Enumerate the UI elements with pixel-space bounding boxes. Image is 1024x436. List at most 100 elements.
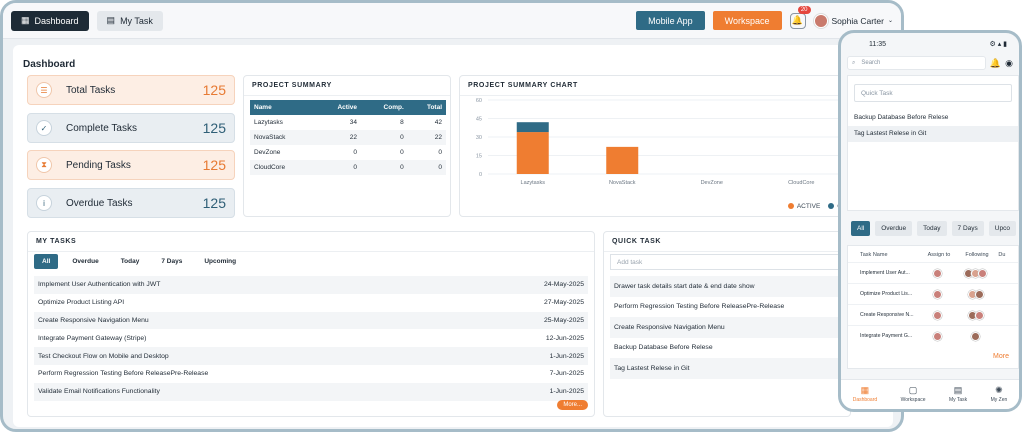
table-row: CloudCore 0 0 0 [250,160,446,175]
filter-all[interactable]: All [34,254,59,269]
folder-icon: ▢ [908,385,918,395]
search-input[interactable]: ⌕ Search [847,56,986,70]
quick-task-title: QUICK TASK [604,232,850,252]
user-menu[interactable]: Sophia Carter ⌄ [813,13,893,28]
zen-icon: ✺ [995,385,1003,395]
search-icon: ⌕ [852,59,856,66]
project-summary-chart-panel: PROJECT SUMMARY CHART 0 15 30 45 60 Lazytasks… [459,75,851,217]
mobile-task-table: Task Name Assign to Following Du Implement … [847,245,1019,369]
avatar [933,268,943,278]
filter-7-days[interactable]: 7 Days [951,221,984,236]
quick-task-input[interactable]: Quick Task [854,84,1012,102]
list-item[interactable]: Validate Email Notifications Functionali… [34,382,588,401]
y-tick-label: 0 [479,172,482,178]
tab-my-task[interactable]: ▤ My Task [96,10,163,31]
avatar [974,289,984,299]
table-row[interactable]: Implement User Aut... [848,262,1018,283]
mobile-app-button[interactable]: Mobile App [636,11,705,30]
hourglass-icon: ⧗ [36,157,52,173]
list-item[interactable]: Create Responsive Navigation Menu [610,317,844,338]
bell-icon[interactable]: 🔔 [989,57,1002,68]
clock: 11:35 [869,40,886,48]
nav-my-task[interactable]: ▤ My Task [948,385,968,404]
mobile-filters: All Overdue Today 7 Days Upco [851,221,1016,236]
y-tick-label: 60 [476,98,482,104]
list-item[interactable]: Optimize Product Listing API 27-May-2025 [38,299,584,307]
more-button[interactable]: More... [557,400,588,410]
filter-upcoming[interactable]: Upcoming [204,258,237,265]
nav-workspace[interactable]: ▢ Workspace [900,385,926,404]
avatar [933,289,943,299]
y-tick-label: 15 [476,154,482,160]
list-item[interactable]: Tag Lastest Relese in Git [610,358,844,379]
avatar [971,331,981,341]
nav-my-zen[interactable]: ✺ My Zen [990,385,1008,404]
list-item[interactable]: Backup Database Before Relese [614,344,713,352]
list-item[interactable]: Tag Lastest Relese in Git [848,126,1018,142]
list-item[interactable]: Test Checkout Flow on Mobile and Desktop… [34,347,588,365]
workspace-button[interactable]: Workspace [712,11,782,30]
bar-active [606,146,639,174]
chart-title: PROJECT SUMMARY CHART [460,76,850,96]
bar-completed [516,122,549,133]
stat-total-tasks[interactable]: ☰ Total Tasks 125 [27,75,235,105]
list-item[interactable]: Perform Regression Testing Before Releas… [38,370,584,378]
col-comp: Comp. [360,100,408,115]
list-icon: ☰ [36,82,52,98]
my-tasks-list: Implement User Authentication with JWT 24… [34,276,588,401]
quick-task-list: Drawer task details start date & end dat… [610,276,844,379]
notification-badge: 20 [797,5,811,14]
list-item[interactable]: Integrate Payment Gateway (Stripe) 12-Jun… [38,334,584,342]
my-tasks-panel: MY TASKS All Overdue Today 7 Days Upcomi… [27,231,595,417]
notification-bell-icon[interactable]: 🔔 20 [789,5,811,29]
filter-today[interactable]: Today [120,258,140,265]
chevron-down-icon: ⌄ [887,18,893,24]
col-active: Active [315,100,361,115]
stat-pending-tasks[interactable]: ⧗ Pending Tasks 125 [27,150,235,180]
chart-legend: ACTIVE C [787,203,842,210]
signal-wifi-battery-icon: ⚙ ▴ ▮ [989,41,1007,48]
filter-overdue[interactable]: Overdue [72,258,99,265]
status-bar: 11:35 ⚙ ▴ ▮ [841,33,1019,55]
dashboard-icon: ▦ [860,385,870,395]
filter-today[interactable]: Today [917,221,947,236]
stat-complete-tasks[interactable]: ✓ Complete Tasks 125 [27,113,235,143]
task-icon: ▤ [106,15,116,25]
x-tick-label: NovaStack [609,180,636,186]
mobile-search-row: ⌕ Search 🔔 ◉ [847,55,1013,71]
avatar [933,331,943,341]
table-row[interactable]: Optimize Product Lis... [848,283,1018,304]
user-name: Sophia Carter [831,15,884,26]
y-tick-label: 45 [476,117,482,123]
stat-overdue-tasks[interactable]: i Overdue Tasks 125 [27,188,235,218]
table-row: NovaStack 22 0 22 [250,130,446,145]
filter-7-days[interactable]: 7 Days [161,258,183,265]
col-name: Name [250,100,316,115]
filter-overdue[interactable]: Overdue [875,221,913,236]
nav-dashboard[interactable]: ▦ Dashboard [852,385,878,404]
more-link[interactable]: More [993,353,1009,360]
list-item[interactable]: Perform Regression Testing Before Releas… [614,303,785,311]
list-item[interactable]: Backup Database Before Relese [854,114,949,121]
project-summary-title: PROJECT SUMMARY [244,76,450,96]
add-task-input[interactable]: Add task [610,254,844,270]
avatar [933,310,943,320]
project-summary-panel: PROJECT SUMMARY Name Active Comp. Total … [243,75,451,217]
list-item[interactable]: Implement User Authentication with JWT 24… [34,276,588,294]
table-row[interactable]: Create Responsive N... [848,304,1018,325]
list-item[interactable]: Drawer task details start date & end dat… [610,276,844,297]
project-summary-table: Name Active Comp. Total Lazytasks 34 8 42 N… [250,100,446,175]
tab-dashboard[interactable]: ▦ Dashboard [11,10,89,31]
mobile-device: 11:35 ⚙ ▴ ▮ ⌕ Search 🔔 ◉ Quick Task Backup… [838,30,1022,412]
filter-all[interactable]: All [851,221,871,236]
x-tick-label: DevZone [701,180,723,186]
dashboard-content: Dashboard ☰ Total Tasks 125 ✓ Complete Task… [13,45,893,427]
table-row[interactable]: Integrate Payment G... [848,325,1018,346]
filter-upcoming[interactable]: Upco [988,221,1016,236]
table-header: Task Name Assign to Following Du [860,252,1006,258]
list-item[interactable]: Create Responsive Navigation Menu 25-May-… [34,311,588,330]
profile-icon[interactable]: ◉ [1005,57,1013,68]
col-total: Total [407,100,446,115]
my-tasks-filters: All Overdue Today 7 Days Upcoming [34,254,244,269]
quick-task-panel: QUICK TASK Add task Drawer task details … [603,231,851,417]
